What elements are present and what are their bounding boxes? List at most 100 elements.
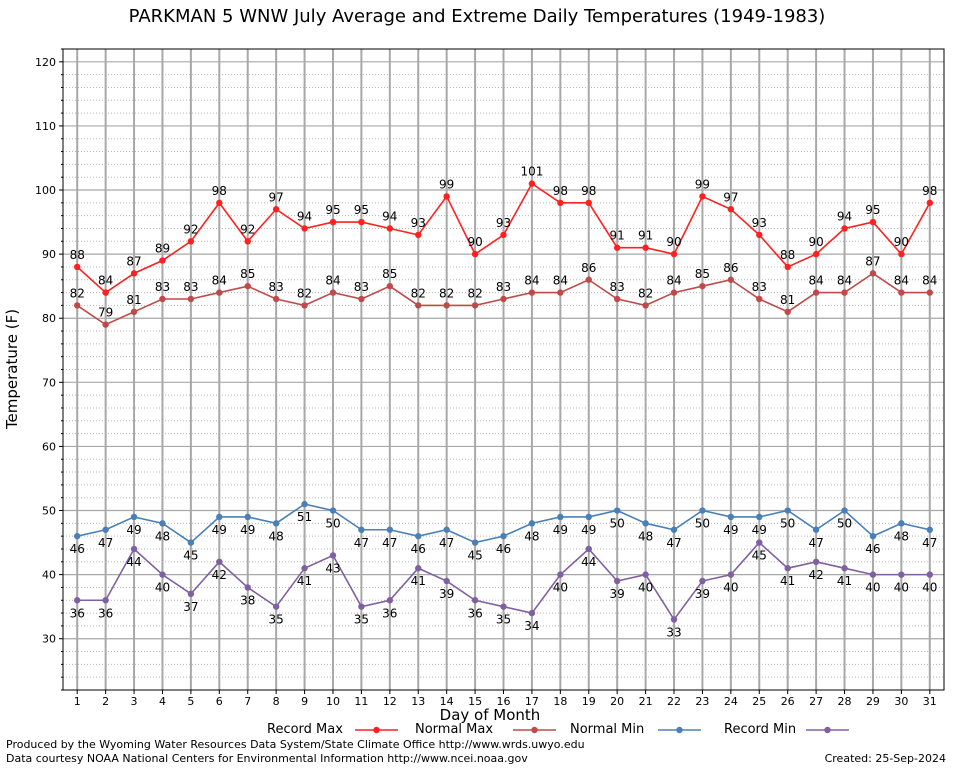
record-max-data-label: 95 [325,203,340,217]
record-max-data-label: 98 [922,184,937,198]
normal-min-point [102,526,109,533]
record-max-data-label: 94 [382,209,397,223]
normal-max-data-label: 87 [865,254,880,268]
x-tick-label: 17 [525,695,539,708]
record-max-point [244,238,251,245]
record-min-data-label: 43 [325,561,340,575]
chart-title: PARKMAN 5 WNW July Average and Extreme D… [128,6,826,27]
record-min-data-label: 35 [354,613,369,627]
x-tick-label: 14 [440,695,454,708]
normal-max-data-label: 82 [439,286,454,300]
record-min-data-label: 36 [70,606,85,620]
record-max-point [528,180,536,187]
normal-min-point [727,513,735,521]
record-max-data-label: 90 [467,235,482,249]
record-max-point [613,244,621,251]
record-min-point [500,603,507,610]
normal-max-data-label: 82 [467,286,482,300]
normal-min-data-label: 48 [638,529,653,543]
normal-min-point [784,507,791,514]
record-max-point [727,206,735,213]
legend-normal-max: Normal Max [415,722,494,737]
normal-min-data-label: 47 [439,536,454,550]
normal-min-point [869,532,877,540]
record-max-point [869,218,877,226]
record-min-point [329,552,337,559]
normal-min-point [130,513,138,521]
record-min-data-label: 40 [638,581,653,595]
normal-min-data-label: 49 [126,523,141,537]
normal-min-data-label: 47 [98,536,113,550]
x-tick-label: 15 [468,695,482,708]
series-record-min: 36 36 44 40 37 42 38 35 41 43 35 36 41 39 36 35 34 40 44 39… [70,539,937,639]
normal-min-data-label: 50 [837,517,852,531]
record-min-point [727,571,735,578]
x-tick-label: 8 [273,695,280,708]
record-min-data-label: 39 [439,587,454,601]
x-tick-label: 5 [187,695,194,708]
normal-min-data-label: 46 [865,542,880,556]
record-max-point [557,199,564,207]
normal-max-point [585,276,592,283]
record-max-point [74,263,81,271]
normal-max-point [812,289,820,296]
normal-max-point [443,302,450,309]
normal-max-data-label: 84 [553,274,568,288]
record-min-point [926,571,933,578]
record-min-data-label: 42 [212,568,227,582]
x-tick-label: 7 [244,695,251,708]
y-tick-label: 110 [35,120,56,133]
normal-max-point [159,295,166,303]
series-normal-max: 82 79 81 83 83 84 85 83 82 84 83 85 82 82 82 83 84 84 86 83… [70,254,937,328]
normal-min-data-label: 49 [240,523,255,537]
normal-max-data-label: 86 [581,261,596,275]
x-tick-label: 1 [74,695,81,708]
normal-max-data-label: 84 [922,274,937,288]
record-min-point [784,565,791,572]
normal-max-point [898,289,905,296]
normal-min-data-label: 47 [808,536,823,550]
normal-min-data-label: 48 [524,529,539,543]
normal-min-point [329,507,337,514]
normal-max-point [74,302,81,309]
record-max-point [272,206,280,213]
record-max-point [471,250,479,258]
record-min-data-label: 44 [581,555,596,569]
x-tick-label: 11 [354,695,368,708]
record-max-data-label: 98 [581,184,596,198]
normal-max-data-label: 82 [638,286,653,300]
record-max-point [443,193,450,200]
record-min-point [528,609,536,617]
record-min-point [130,545,138,553]
normal-min-point [841,507,848,514]
normal-max-point [102,321,109,328]
record-min-data-label: 45 [752,549,767,563]
normal-min-point [216,513,223,521]
record-min-point [187,590,195,598]
record-max-data-label: 93 [411,216,426,230]
record-max-point [699,193,706,200]
normal-max-point [926,289,933,296]
normal-max-data-label: 81 [780,293,795,307]
normal-min-point [557,513,564,521]
normal-min-data-label: 46 [70,542,85,556]
x-tick-label: 29 [866,695,880,708]
record-min-point [812,558,820,565]
record-min-data-label: 41 [297,574,312,588]
record-min-data-label: 41 [837,574,852,588]
record-min-point [386,597,394,604]
normal-min-point [301,500,308,508]
record-min-point [216,558,223,565]
x-axis-label: Day of Month [439,706,541,724]
record-min-data-label: 40 [155,581,170,595]
record-max-point [841,225,848,232]
normal-min-data-label: 46 [411,542,426,556]
record-min-point [585,545,592,553]
record-max-point [415,231,422,239]
normal-min-data-label: 48 [894,529,909,543]
normal-max-data-label: 83 [610,280,625,294]
normal-min-data-label: 45 [183,549,198,563]
record-min-data-label: 37 [183,600,198,614]
record-max-data-label: 92 [183,222,198,236]
